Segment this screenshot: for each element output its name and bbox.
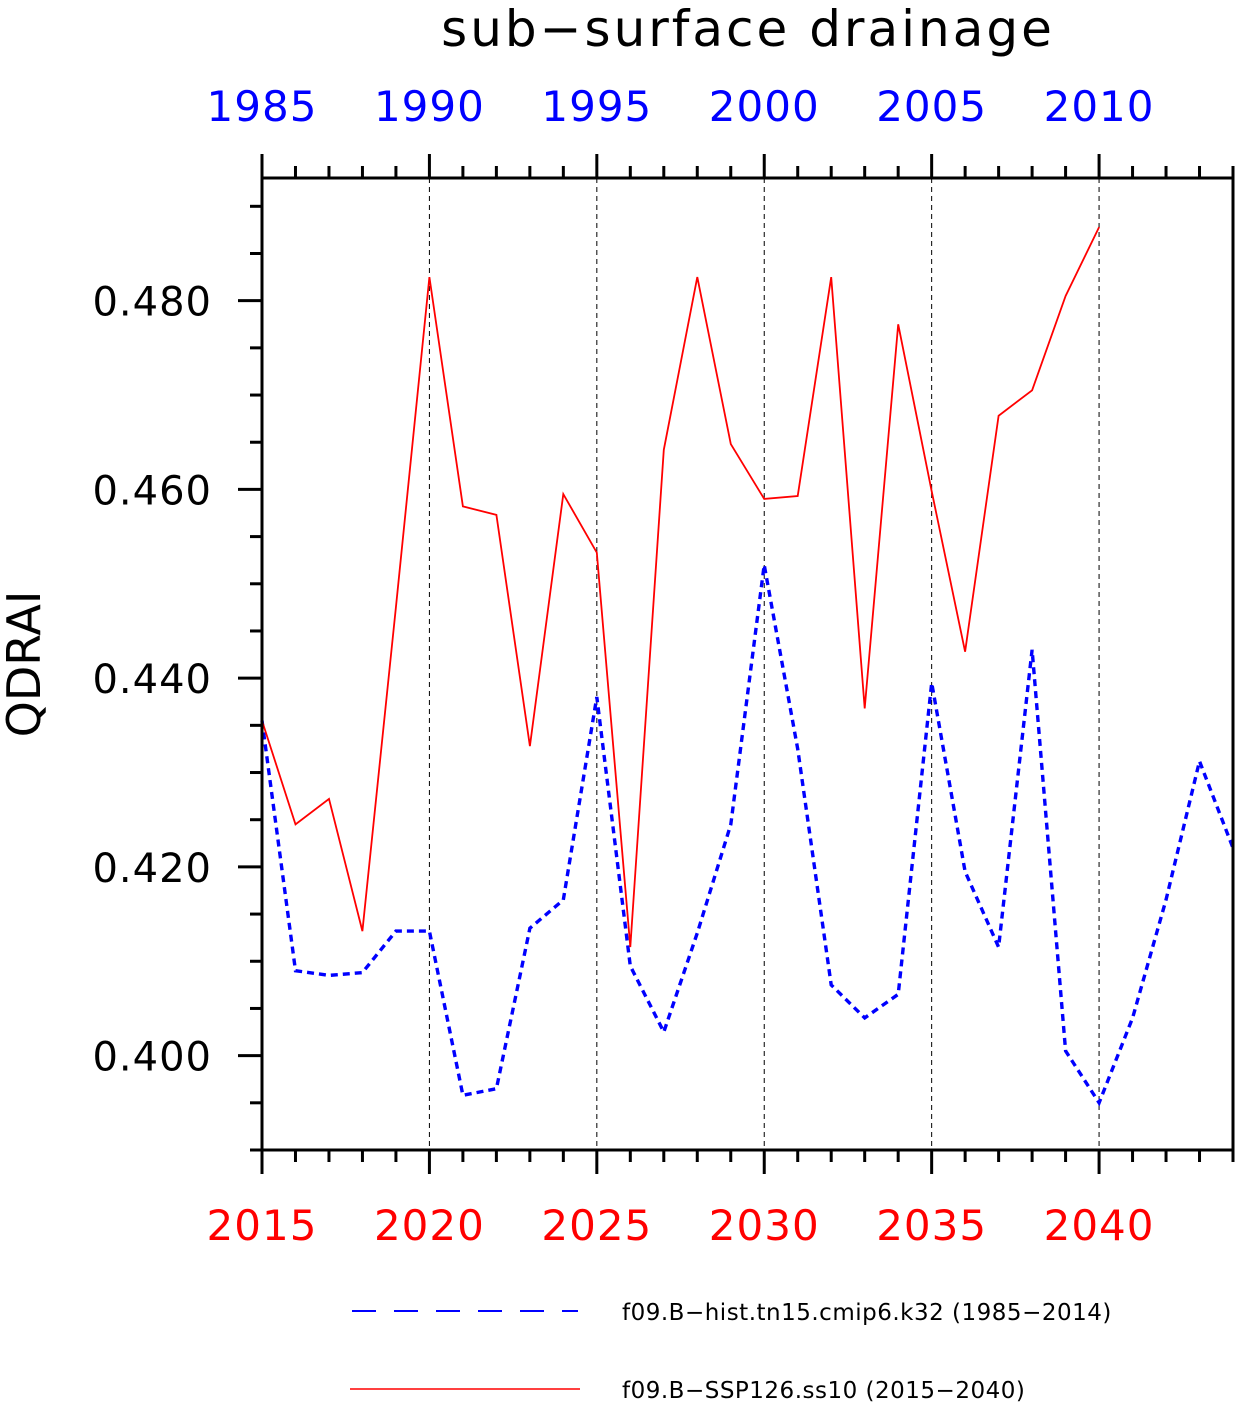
y-tick-label: 0.440	[92, 657, 212, 703]
y-tick-label: 0.460	[92, 468, 212, 514]
x-tick-label-bottom: 2030	[709, 1201, 820, 1250]
y-tick-label: 0.400	[92, 1035, 212, 1081]
axis-ticks	[238, 154, 1235, 1174]
x-tick-label-bottom: 2040	[1044, 1201, 1155, 1250]
x-tick-label-top: 2010	[1044, 82, 1155, 131]
legend-label-ssp126: f09.B−SSP126.ss10 (2015−2040)	[622, 1378, 1025, 1404]
x-tick-label-top: 2005	[876, 82, 987, 131]
y-axis-label: QDRAI	[0, 591, 51, 738]
x-tick-label-top: 1990	[374, 82, 485, 131]
y-tick-label: 0.480	[92, 280, 212, 326]
series-line-ssp126	[261, 226, 1100, 948]
chart-title: sub−surface drainage	[441, 0, 1055, 58]
legend: f09.B−hist.tn15.cmip6.k32 (1985−2014) f0…	[350, 1300, 1112, 1404]
x-tick-label-bottom: 2035	[876, 1201, 987, 1250]
x-tick-label-top: 1985	[207, 82, 318, 131]
plot-frame	[260, 176, 1235, 1152]
series-line-hist	[260, 564, 1235, 1107]
x-tick-label-bottom: 2015	[207, 1201, 318, 1250]
vertical-gridlines	[428, 178, 1100, 1150]
x-tick-label-bottom: 2025	[541, 1201, 652, 1250]
x-tick-label-top: 2000	[709, 82, 820, 131]
x-tick-label-top: 1995	[541, 82, 652, 131]
legend-label-hist: f09.B−hist.tn15.cmip6.k32 (1985−2014)	[622, 1300, 1112, 1326]
x-tick-label-bottom: 2020	[374, 1201, 485, 1250]
series-layer	[260, 226, 1235, 1107]
y-tick-label: 0.420	[92, 846, 212, 892]
axis-labels: 0.400 0.420 0.440 0.460 0.480 2015 2020 2025 203…	[92, 82, 1155, 1250]
